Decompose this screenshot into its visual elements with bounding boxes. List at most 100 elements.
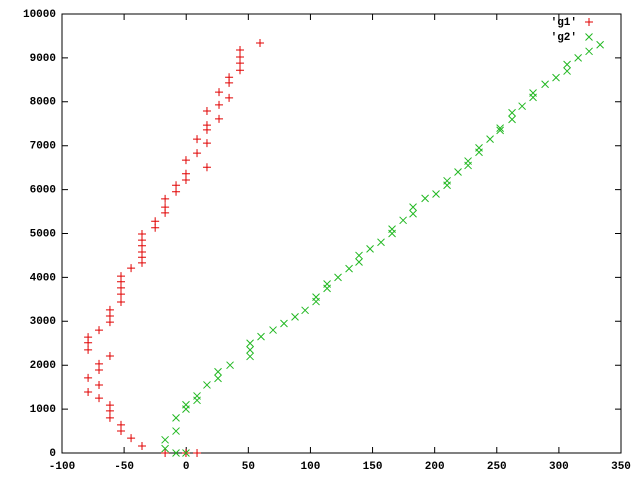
point [172, 427, 180, 435]
point [161, 208, 170, 217]
point [226, 361, 234, 370]
point [105, 413, 114, 422]
point [312, 293, 320, 302]
point [172, 449, 180, 457]
point [269, 326, 277, 334]
y-tick-label: 8000 [30, 97, 56, 109]
x-tick-label: 350 [611, 461, 631, 473]
point [214, 367, 222, 376]
point [127, 434, 136, 443]
point [334, 273, 342, 282]
x-tick-label: 200 [425, 461, 445, 473]
point [323, 280, 331, 288]
point [117, 290, 126, 299]
point [182, 449, 190, 457]
point [236, 45, 245, 54]
point [399, 216, 407, 225]
point [409, 203, 417, 212]
point [161, 435, 169, 444]
point [541, 80, 549, 89]
x-tick-label: 250 [487, 461, 507, 473]
x-tick-label: 50 [242, 461, 255, 473]
legend-label: 'g1' [551, 17, 577, 29]
legend-label: 'g2' [551, 32, 577, 44]
point [552, 73, 560, 82]
point [246, 339, 254, 348]
point [105, 406, 114, 415]
point [291, 313, 299, 321]
point [181, 175, 190, 184]
point [172, 187, 181, 196]
x-tick-label: 300 [549, 461, 569, 473]
point [366, 245, 374, 253]
point [246, 352, 254, 361]
point [193, 135, 202, 144]
point [236, 59, 245, 68]
y-tick-label: 10000 [23, 9, 56, 21]
point [301, 306, 309, 315]
point [432, 190, 440, 198]
point [95, 326, 104, 335]
point [182, 400, 190, 409]
y-tick-label: 9000 [30, 53, 56, 65]
point [95, 394, 104, 403]
y-tick-label: 5000 [30, 228, 56, 240]
point [95, 366, 104, 375]
legend-marker [585, 33, 593, 41]
point [518, 102, 526, 111]
point [95, 380, 104, 389]
point [529, 89, 537, 97]
point [585, 47, 593, 56]
point [202, 107, 211, 116]
point [105, 318, 114, 327]
x-tick-label: -50 [114, 461, 134, 473]
point [443, 176, 451, 185]
point [225, 93, 234, 102]
point [84, 373, 93, 382]
point [225, 78, 234, 87]
y-tick-label: 4000 [30, 272, 56, 284]
legend-marker [585, 18, 593, 26]
x-tick-label: -100 [49, 461, 75, 473]
point [161, 444, 169, 453]
point [596, 40, 604, 49]
x-tick-label: 100 [301, 461, 321, 473]
y-tick-label: 3000 [30, 316, 56, 328]
point [563, 60, 571, 69]
point [203, 381, 211, 389]
point [193, 396, 201, 405]
point [377, 238, 385, 247]
point [355, 258, 363, 266]
point [355, 251, 363, 260]
point [161, 449, 170, 457]
point [172, 414, 180, 422]
point [137, 441, 146, 450]
y-tick-label: 6000 [30, 185, 56, 197]
point [280, 319, 288, 328]
point [193, 149, 202, 158]
point [151, 223, 160, 232]
point [409, 209, 417, 218]
point [574, 54, 582, 62]
point [496, 126, 504, 135]
point [193, 449, 202, 457]
point [202, 139, 211, 148]
y-tick-label: 0 [49, 448, 56, 460]
point [256, 38, 265, 47]
point [117, 297, 126, 306]
point [137, 258, 146, 267]
y-tick-label: 2000 [30, 360, 56, 372]
point [215, 114, 224, 123]
y-tick-label: 1000 [30, 404, 56, 416]
point [257, 332, 265, 341]
y-tick-label: 7000 [30, 141, 56, 153]
point [496, 124, 504, 132]
point [161, 194, 170, 203]
point [563, 67, 571, 75]
point [508, 115, 516, 124]
point [84, 387, 93, 396]
point [84, 345, 93, 354]
point [345, 264, 353, 273]
point [464, 157, 472, 165]
